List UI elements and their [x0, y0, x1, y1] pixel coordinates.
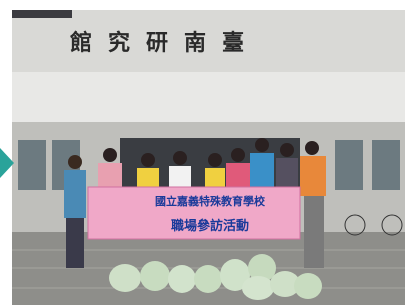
dark-corner: [12, 10, 72, 18]
canopy: [12, 72, 405, 127]
window: [18, 140, 46, 190]
photo: 館究研南臺 國立嘉義特殊教育學校 職場參訪活動: [0, 0, 405, 305]
window: [372, 140, 400, 190]
banner-line2: 職場參訪活動: [171, 218, 249, 234]
window: [335, 140, 363, 190]
banner-line1: 國立嘉義特殊教育學校: [155, 194, 266, 208]
building-sign: 館究研南臺: [70, 30, 260, 56]
